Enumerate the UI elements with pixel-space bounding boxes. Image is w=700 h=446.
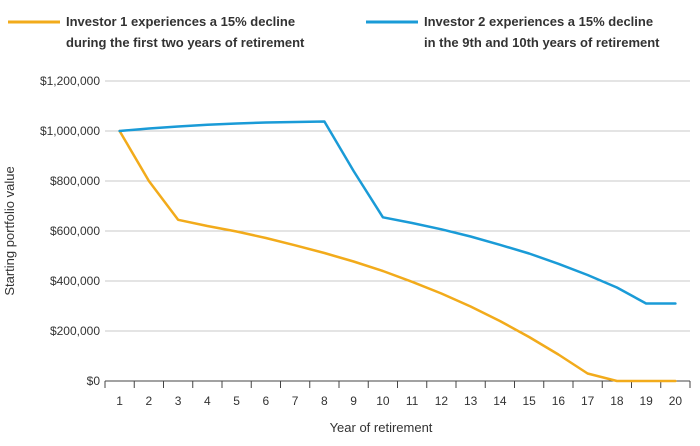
x-tick-label-16: 16 (552, 394, 566, 408)
y-tick-label-2: $400,000 (50, 274, 100, 288)
x-tick-label-10: 10 (376, 394, 390, 408)
x-tick-label-1: 1 (116, 394, 123, 408)
x-tick-label-20: 20 (669, 394, 683, 408)
legend-label-investor-1-line-1: Investor 1 experiences a 15% decline (66, 14, 295, 29)
y-axis-title: Starting portfolio value (2, 166, 17, 295)
series-line-investor-2 (118, 120, 677, 305)
x-tick-label-6: 6 (263, 394, 270, 408)
x-tick-label-7: 7 (292, 394, 299, 408)
y-axis: $0 $200,000 $400,000 $600,000 $800,000 $1,000… (40, 74, 100, 388)
data-series (118, 120, 677, 383)
x-tick-label-14: 14 (493, 394, 507, 408)
legend: Investor 1 experiences a 15% decline dur… (8, 14, 660, 50)
y-tick-label-0: $0 (87, 374, 101, 388)
x-tick-label-8: 8 (321, 394, 328, 408)
x-tick-label-4: 4 (204, 394, 211, 408)
x-tick-label-19: 19 (639, 394, 653, 408)
y-tick-label-6: $1,200,000 (40, 74, 100, 88)
y-tick-label-3: $600,000 (50, 224, 100, 238)
x-tick-label-11: 11 (406, 394, 419, 408)
y-tick-label-1: $200,000 (50, 324, 100, 338)
series-line-investor-1 (118, 129, 677, 383)
gridlines (105, 80, 690, 332)
x-tick-label-3: 3 (175, 394, 182, 408)
x-tick-label-13: 13 (464, 394, 478, 408)
legend-label-investor-2-line-1: Investor 2 experiences a 15% decline (424, 14, 653, 29)
legend-label-investor-2-line-2: in the 9th and 10th years of retirement (424, 35, 660, 50)
x-axis-title: Year of retirement (330, 420, 433, 435)
x-tick-label-5: 5 (233, 394, 240, 408)
x-tick-label-9: 9 (350, 394, 357, 408)
x-tick-label-17: 17 (581, 394, 595, 408)
x-tick-label-2: 2 (146, 394, 153, 408)
x-tick-label-12: 12 (435, 394, 449, 408)
x-tick-label-18: 18 (610, 394, 624, 408)
legend-label-investor-1-line-2: during the first two years of retirement (66, 35, 305, 50)
x-tick-label-15: 15 (522, 394, 536, 408)
y-tick-label-4: $800,000 (50, 174, 100, 188)
y-tick-label-5: $1,000,000 (40, 124, 100, 138)
x-axis: 1 2 3 4 5 6 7 8 9 10 11 12 13 14 15 16 17 18 19 20 (104, 380, 691, 408)
